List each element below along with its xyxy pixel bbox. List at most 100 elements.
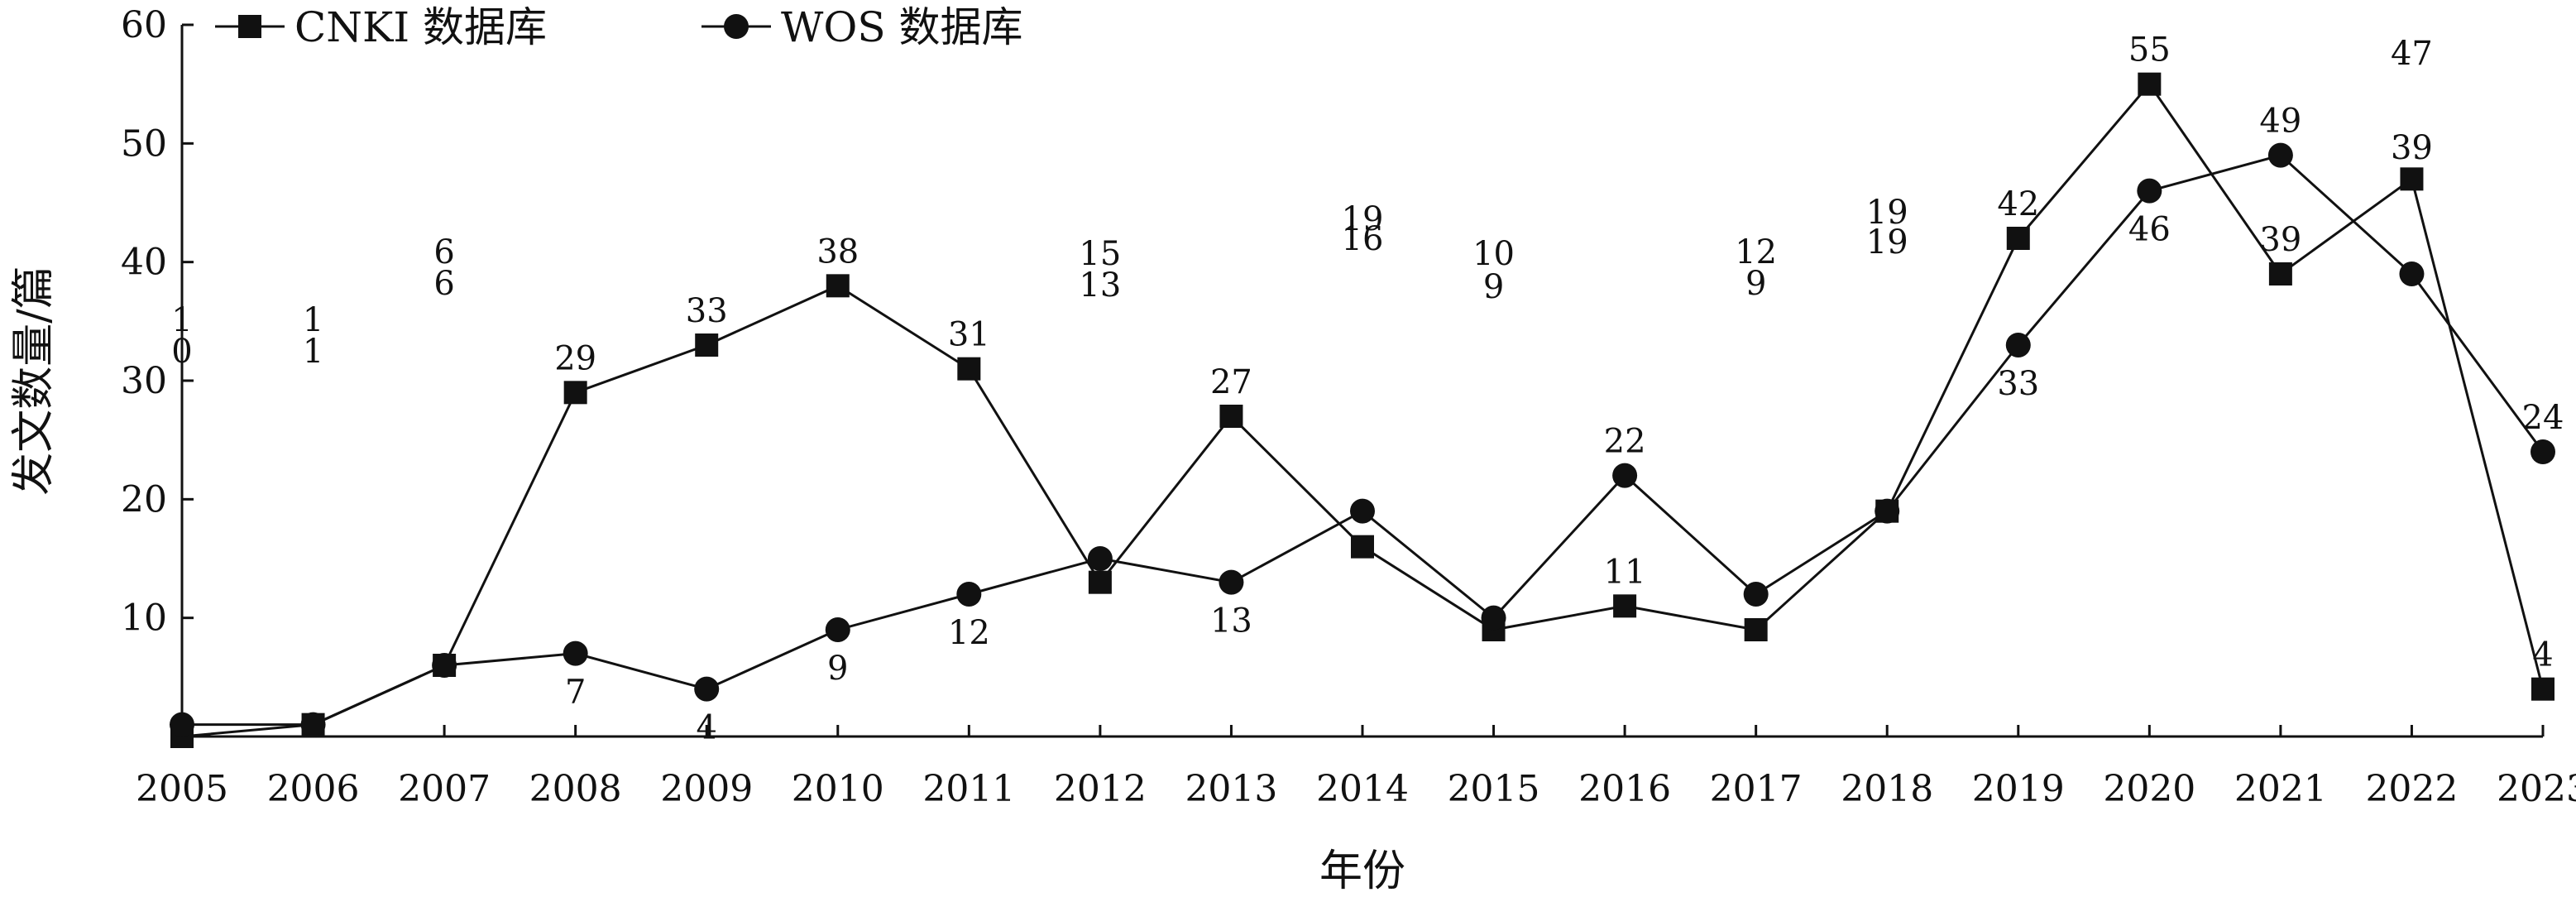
data-point-cnki (2400, 167, 2424, 191)
y-tick-label: 10 (121, 597, 167, 640)
data-label-cnki: 16 (1342, 220, 1384, 258)
data-label-cnki: 29 (554, 339, 596, 377)
data-point-cnki (2268, 262, 2292, 285)
data-point-wos (2137, 178, 2162, 204)
y-tick-label: 30 (121, 360, 167, 402)
data-point-wos (300, 712, 326, 737)
data-point-wos (1481, 605, 1506, 631)
legend-label-cnki: CNKI 数据库 (294, 3, 547, 51)
data-point-cnki (1613, 594, 1637, 618)
y-tick-label: 60 (121, 4, 167, 46)
x-tick-label: 2023 (2497, 768, 2576, 810)
data-point-wos (563, 641, 588, 666)
legend-label-wos: WOS 数据库 (781, 3, 1023, 51)
x-tick-label: 2016 (1578, 768, 1671, 810)
x-tick-label: 2014 (1316, 768, 1409, 810)
data-label-cnki: 31 (948, 316, 990, 354)
data-point-wos (694, 676, 720, 702)
chart-legend: CNKI 数据库 WOS 数据库 (215, 3, 1023, 51)
data-point-wos (2267, 142, 2293, 168)
data-label-wos: 33 (1997, 365, 2039, 403)
data-label-cnki: 11 (1604, 553, 1646, 591)
y-tick-label: 40 (121, 242, 167, 284)
y-tick-label: 50 (121, 122, 167, 165)
data-label-cnki: 1 (303, 333, 323, 371)
series-line-cnki (181, 82, 2545, 738)
legend-marker-cnki (238, 15, 261, 38)
x-tick-label: 2018 (1841, 768, 1933, 810)
data-point-wos (1087, 546, 1113, 571)
data-point-wos (170, 712, 194, 737)
x-tick-label: 2007 (398, 768, 491, 810)
data-label-wos: 19 (1342, 200, 1384, 238)
data-point-cnki (957, 357, 981, 381)
data-point-wos (2005, 333, 2031, 357)
data-point-wos (432, 653, 457, 678)
data-point-cnki (1219, 405, 1243, 428)
data-label-cnki: 13 (1079, 266, 1121, 305)
x-axis-title: 年份 (1319, 847, 1405, 896)
data-label-wos: 19 (1866, 194, 1908, 232)
data-label-wos: 46 (2128, 211, 2171, 249)
data-label-cnki: 42 (1997, 185, 2039, 223)
data-label-wos: 10 (1472, 235, 1515, 273)
data-label-cnki: 19 (1866, 223, 1908, 261)
data-label-cnki: 27 (1210, 363, 1252, 401)
x-tick-label: 2006 (267, 768, 360, 810)
data-point-cnki (826, 274, 850, 298)
x-tick-label: 2019 (1972, 768, 2065, 810)
data-label-cnki: 47 (2391, 35, 2433, 73)
chart-data-labels: 0111662973343893112131527131619910112291… (171, 31, 2564, 747)
data-label-wos: 4 (696, 709, 716, 747)
data-point-cnki (1351, 535, 1374, 559)
data-point-cnki (2006, 227, 2030, 250)
data-point-wos (1612, 463, 1638, 488)
data-label-cnki: 9 (1483, 268, 1504, 306)
data-label-cnki: 39 (2259, 221, 2301, 259)
data-point-wos (2531, 439, 2555, 464)
x-tick-label: 2012 (1054, 768, 1147, 810)
y-tick-label: 20 (121, 478, 167, 521)
data-point-wos (825, 617, 850, 642)
chart-series (170, 72, 2555, 748)
x-tick-label: 2011 (922, 768, 1015, 810)
y-axis-title: 发文数量/篇 (9, 266, 59, 496)
data-label-wos: 12 (1735, 233, 1777, 271)
data-point-cnki (563, 381, 587, 405)
data-label-cnki: 38 (816, 233, 859, 271)
data-label-wos: 7 (565, 674, 586, 712)
data-point-wos (1219, 569, 1244, 595)
data-point-wos (2399, 261, 2425, 286)
data-label-cnki: 0 (171, 333, 192, 371)
legend-marker-wos (724, 14, 749, 39)
data-label-wos: 15 (1079, 235, 1121, 273)
x-tick-label: 2015 (1448, 768, 1540, 810)
x-tick-label: 2022 (2365, 768, 2458, 810)
x-tick-label: 2008 (529, 768, 622, 810)
data-label-wos: 22 (1604, 423, 1646, 461)
data-label-wos: 39 (2391, 129, 2433, 167)
x-tick-label: 2021 (2234, 768, 2327, 810)
x-tick-label: 2005 (136, 768, 228, 810)
data-label-cnki: 6 (433, 265, 454, 303)
data-point-cnki (1744, 618, 1768, 641)
data-label-wos: 49 (2259, 103, 2301, 141)
data-label-wos: 12 (948, 614, 990, 652)
x-tick-label: 2020 (2103, 768, 2195, 810)
data-label-wos: 24 (2522, 399, 2564, 437)
data-label-wos: 1 (303, 301, 323, 339)
x-tick-label: 2010 (792, 768, 884, 810)
x-tick-label: 2013 (1185, 768, 1277, 810)
data-point-wos (1875, 498, 1900, 524)
data-label-cnki: 4 (2532, 636, 2553, 674)
x-tick-label: 2009 (660, 768, 753, 810)
data-point-cnki (695, 333, 719, 357)
data-point-cnki (2138, 72, 2162, 96)
data-label-cnki: 9 (1745, 265, 1766, 303)
data-point-cnki (1088, 570, 1112, 594)
data-label-wos: 13 (1210, 602, 1252, 641)
data-label-wos: 9 (827, 650, 848, 688)
data-label-wos: 6 (433, 233, 454, 271)
data-label-wos: 1 (171, 301, 192, 339)
